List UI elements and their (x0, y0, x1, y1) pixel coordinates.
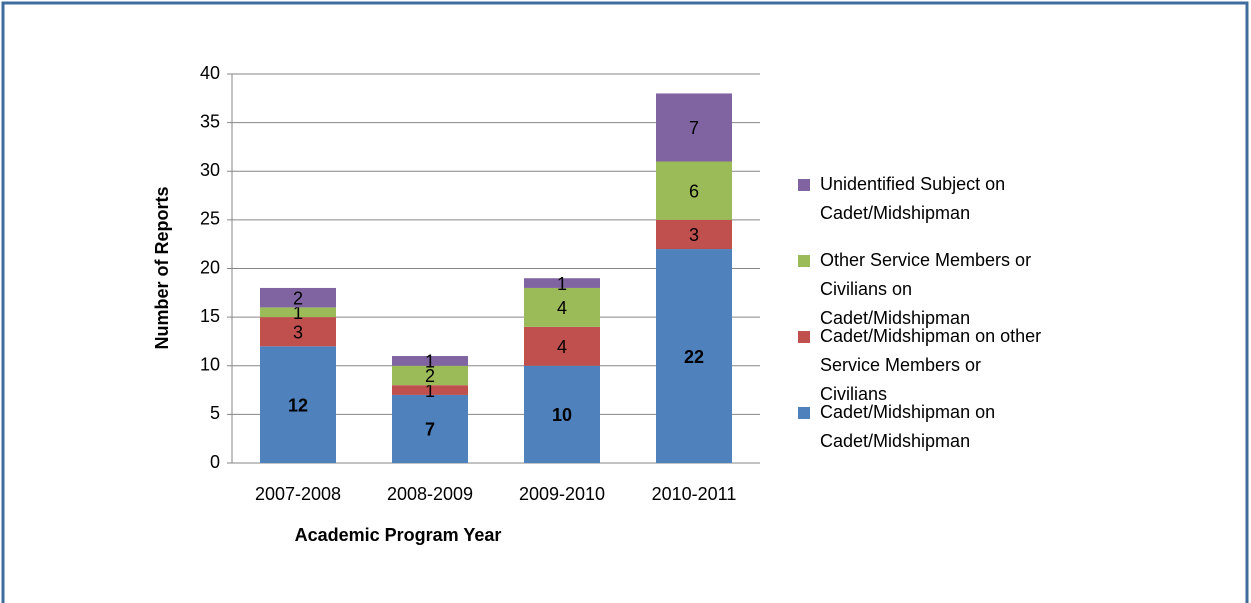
y-tick-label: 20 (200, 257, 220, 277)
x-tick-label: 2009-2010 (519, 484, 605, 504)
y-tick-label: 40 (200, 63, 220, 83)
legend-swatch (798, 331, 810, 343)
y-tick-label: 35 (200, 111, 220, 131)
data-label: 1 (293, 303, 303, 323)
data-label: 7 (689, 118, 699, 138)
bar-segment (656, 161, 732, 220)
x-tick-label: 2010-2011 (652, 484, 737, 504)
data-label: 4 (557, 298, 567, 318)
bar-segment (524, 365, 600, 463)
y-tick-label: 10 (200, 355, 220, 375)
bar-segment (260, 287, 336, 308)
data-label: 1 (425, 352, 435, 372)
data-label: 2 (425, 366, 435, 386)
bar-segment (260, 307, 336, 318)
bar-segment (656, 249, 732, 463)
bar-segment (524, 287, 600, 327)
bar-segment (392, 385, 468, 395)
data-label: 1 (425, 381, 435, 401)
y-tick-label: 30 (200, 160, 220, 180)
legend-swatch (798, 179, 810, 191)
data-label: 10 (552, 405, 572, 425)
data-label: 3 (689, 225, 699, 245)
legend-label: Unidentified Subject on Cadet/Midshipman (820, 174, 1005, 223)
legend-label: Other Service Members or Civilians on Cade… (820, 250, 1031, 328)
legend-label: Cadet/Midshipman on other Service Members… (820, 326, 1041, 404)
data-label: 22 (684, 347, 704, 367)
bar-segment (656, 219, 732, 250)
bar-segment (392, 394, 468, 463)
bar-segment (392, 365, 468, 386)
bar-segment (392, 356, 468, 366)
x-tick-label: 2007-2008 (255, 484, 341, 504)
y-axis-title: Number of Reports (152, 186, 172, 349)
bar-segment (524, 278, 600, 288)
bar-segment (260, 346, 336, 463)
bar-segment (524, 326, 600, 366)
data-label: 4 (557, 337, 567, 357)
data-label: 2 (293, 288, 303, 308)
bar-segment (656, 93, 732, 162)
y-tick-label: 0 (210, 452, 220, 472)
x-tick-label: 2008-2009 (387, 484, 473, 504)
legend-swatch (798, 255, 810, 267)
data-label: 6 (689, 181, 699, 201)
data-label: 1 (557, 274, 567, 294)
y-tick-label: 25 (200, 209, 220, 229)
bar-segment (260, 317, 336, 347)
y-tick-label: 5 (210, 403, 220, 423)
y-tick-label: 15 (200, 306, 220, 326)
legend-label: Cadet/Midshipman on Cadet/Midshipman (820, 402, 995, 451)
data-label: 12 (288, 395, 308, 415)
data-label: 3 (293, 322, 303, 342)
legend-swatch (798, 407, 810, 419)
data-label: 7 (425, 420, 435, 440)
x-axis-title: Academic Program Year (295, 525, 502, 545)
